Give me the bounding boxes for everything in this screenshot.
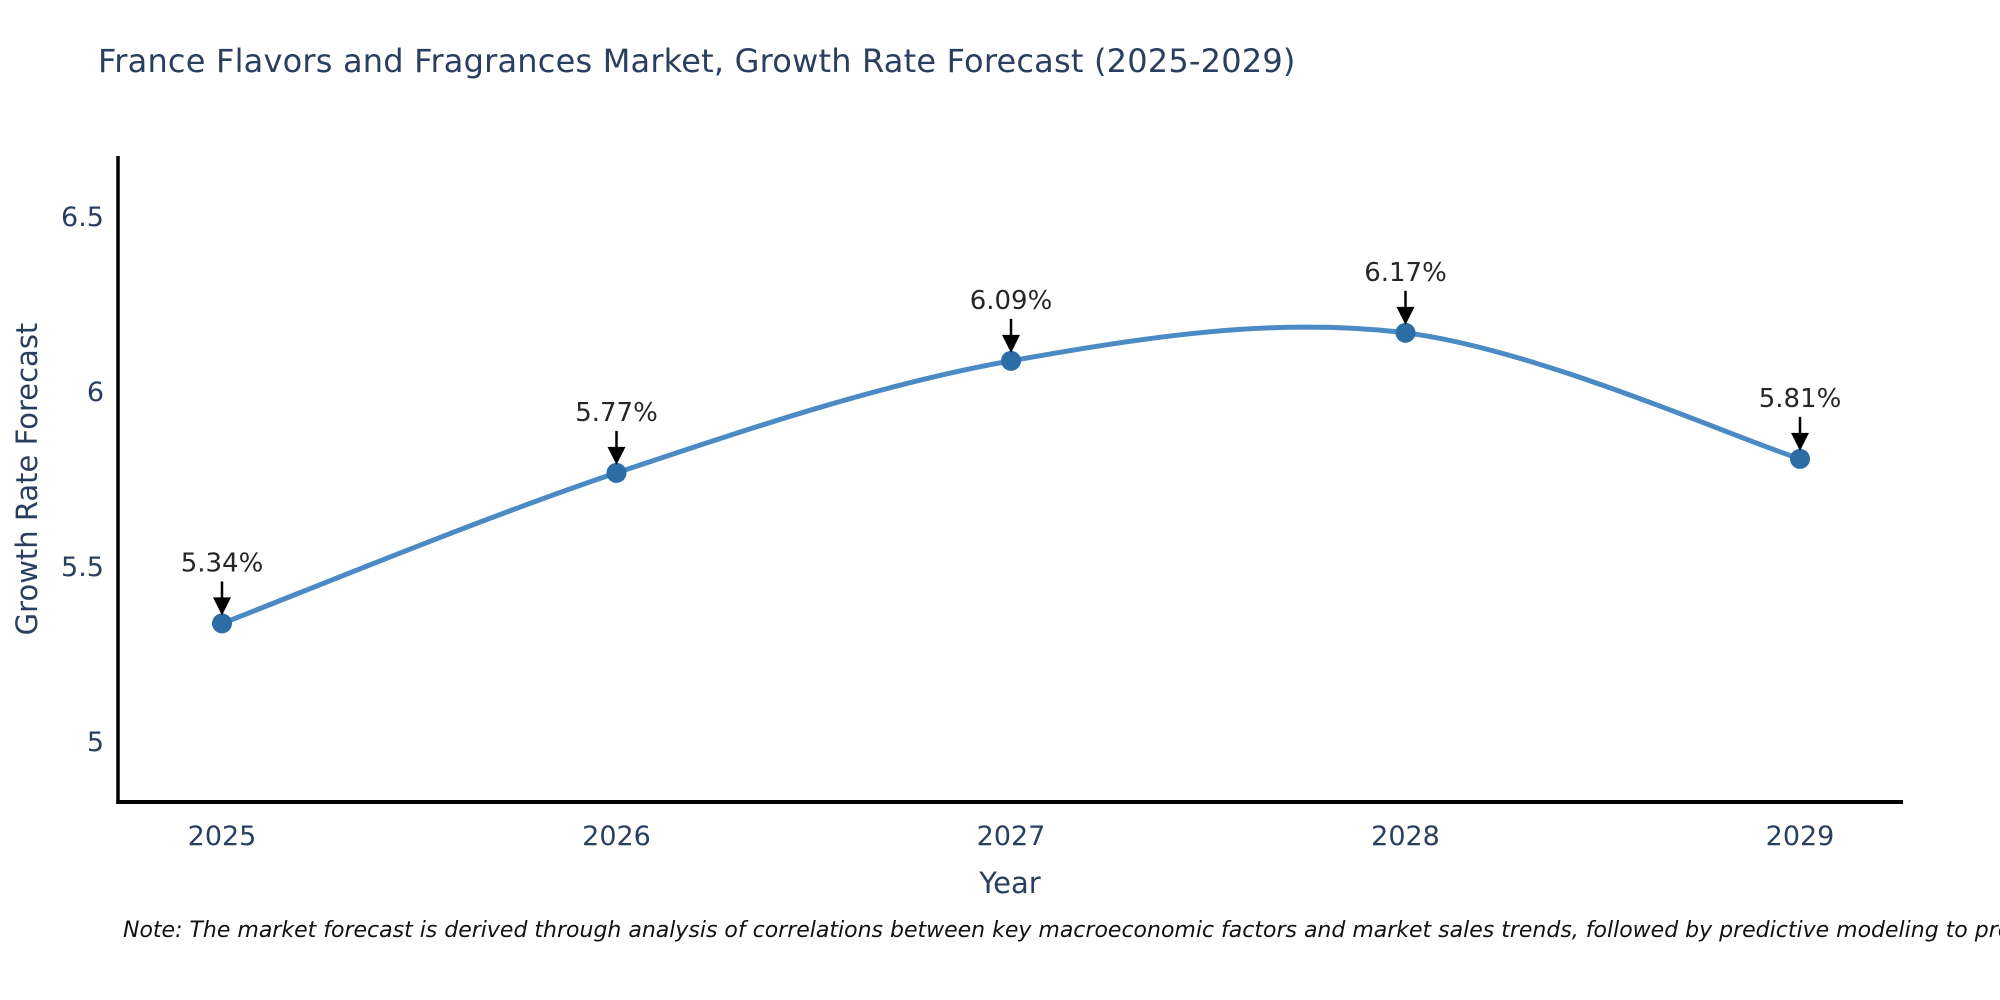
- annotation-arrow-head: [1002, 334, 1020, 353]
- annotation-arrow-head: [1791, 432, 1809, 451]
- data-point-marker: [212, 613, 232, 634]
- x-tick-label: 2025: [188, 821, 257, 852]
- y-tick-label: 5.5: [61, 552, 104, 583]
- data-point-marker: [1395, 322, 1416, 343]
- footnote: Note: The market forecast is derived thr…: [123, 918, 2000, 943]
- annotation-arrow-head: [213, 597, 231, 616]
- x-tick-label: 2028: [1371, 821, 1440, 852]
- x-axis-title: Year: [979, 866, 1041, 900]
- x-tick-label: 2029: [1766, 821, 1835, 852]
- x-tick-label: 2026: [582, 821, 651, 852]
- forecast-line: [219, 324, 1803, 626]
- data-point-label: 5.34%: [181, 548, 264, 578]
- y-tick-label: 6: [87, 377, 104, 408]
- x-tick-label: 2027: [977, 821, 1046, 852]
- data-point-label: 6.17%: [1364, 258, 1447, 288]
- data-point-label: 5.81%: [1759, 384, 1842, 414]
- data-point-label: 6.09%: [970, 286, 1053, 316]
- chart-title: France Flavors and Fragrances Market, Gr…: [98, 42, 1296, 80]
- data-point-marker: [1001, 350, 1021, 371]
- y-tick-label: 5: [87, 727, 104, 758]
- annotation-arrow-head: [607, 446, 626, 465]
- annotation-arrow-head: [1396, 306, 1415, 325]
- data-point-marker: [606, 462, 627, 483]
- data-point-marker: [1790, 448, 1810, 469]
- data-point-label: 5.77%: [575, 398, 658, 428]
- y-tick-label: 6.5: [61, 202, 104, 233]
